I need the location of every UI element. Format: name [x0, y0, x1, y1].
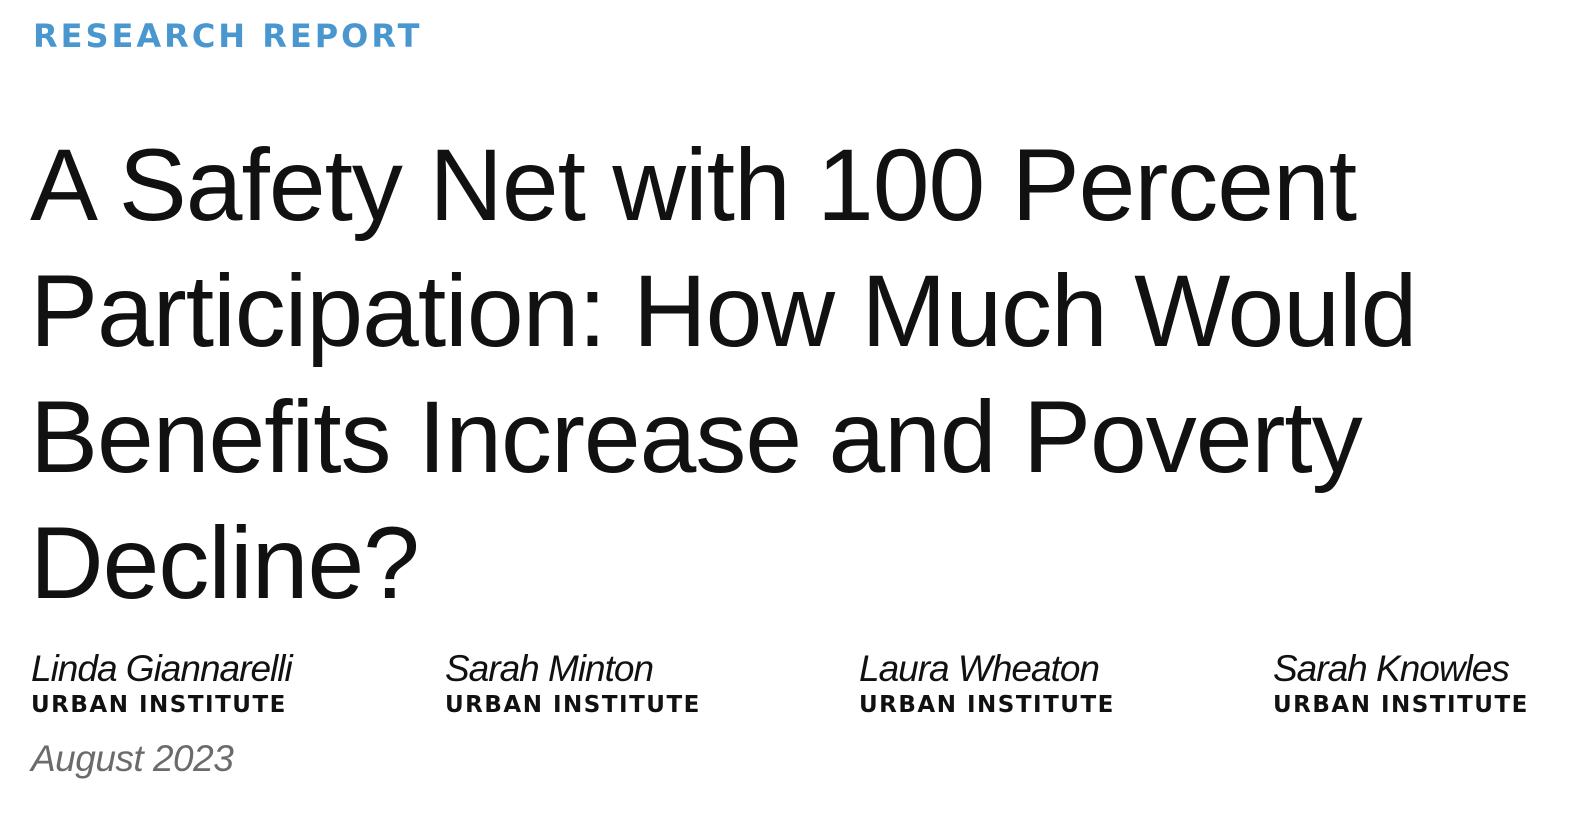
report-title: A Safety Net with 100 Percent Participat…: [30, 122, 1450, 626]
author-block: Sarah Knowles URBAN INSTITUTE: [1273, 648, 1529, 720]
report-type-label: RESEARCH REPORT: [33, 17, 423, 55]
author-affiliation: URBAN INSTITUTE: [1273, 692, 1529, 718]
author-name: Laura Wheaton: [859, 648, 1100, 689]
publication-date: August 2023: [31, 738, 234, 779]
author-block: Linda Giannarelli URBAN INSTITUTE: [31, 648, 293, 720]
author-list: Linda Giannarelli URBAN INSTITUTE Sarah …: [31, 648, 1541, 728]
title-line: Benefits Increase and Poverty: [30, 380, 1363, 494]
title-line: Decline?: [30, 506, 420, 620]
author-affiliation: URBAN INSTITUTE: [859, 692, 1115, 718]
author-name: Linda Giannarelli: [31, 648, 293, 689]
author-name: Sarah Knowles: [1273, 648, 1510, 689]
author-name: Sarah Minton: [445, 648, 654, 689]
author-block: Sarah Minton URBAN INSTITUTE: [445, 648, 701, 720]
author-affiliation: URBAN INSTITUTE: [445, 692, 701, 718]
title-line: A Safety Net with 100 Percent: [30, 128, 1357, 242]
title-line: Participation: How Much Would: [30, 254, 1417, 368]
author-block: Laura Wheaton URBAN INSTITUTE: [859, 648, 1115, 720]
author-affiliation: URBAN INSTITUTE: [31, 692, 287, 718]
